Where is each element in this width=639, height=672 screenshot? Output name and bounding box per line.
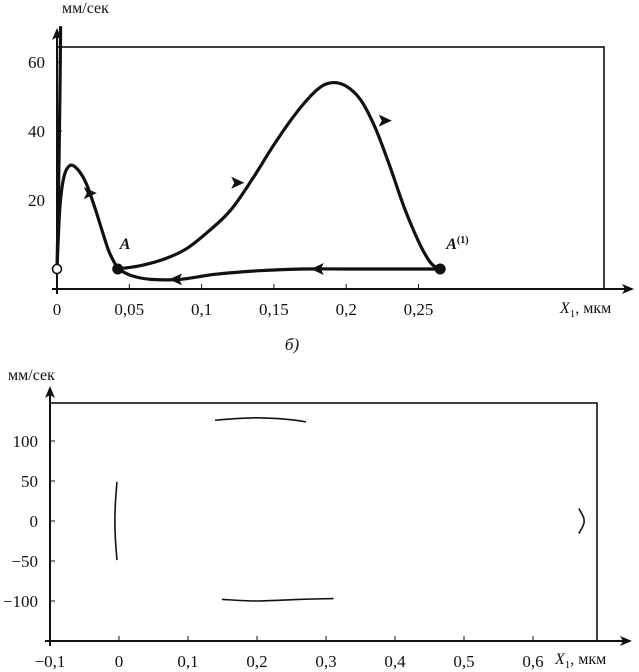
bottom-y-tick-label: −100 [3,592,38,611]
top-x-tick-label: 0,1 [191,300,212,319]
bottom-x-tick-label: 0,5 [453,652,474,671]
top-trajectory-4 [116,267,442,282]
top-y-axis-label: мм/сек [62,0,109,17]
bottom-chart: мм/сек −0,1 0 0,1 0,2 0,3 0,4 0,5 0,6100500−50−… [3,367,632,671]
top-x-tick-label: 0,25 [404,300,434,319]
bottom-y-tick-label: 50 [21,472,38,491]
top-trajectory-2 [55,163,120,271]
direction-arrow-icon [310,263,324,275]
bottom-x-tick-label: 0,4 [384,652,406,671]
top-x-tick-label: 0,05 [114,300,144,319]
top-x-tick-label: 0,15 [259,300,289,319]
bottom-x-tick-label: −0,1 [35,652,66,671]
bottom-trajectory-4 [578,508,585,534]
bottom-x-axis-label: X1, мкм [554,651,606,671]
top-points-layer: A A(1) [51,235,469,275]
bottom-x-tick-label: 0,6 [522,652,543,671]
bottom-x-tick-label: 0,2 [246,652,267,671]
top-y-tick-label: 40 [28,122,45,141]
top-x-tick-label: 0 [53,300,62,319]
direction-arrow-icon [83,187,97,200]
bottom-trajectory-1 [214,417,307,423]
bottom-plot-frame [49,402,598,642]
top-ticks: 0 0,05 0,1 0,15 0,2 0,25 20 40 60 [28,53,433,319]
bottom-x-tick-label: 0 [115,652,124,671]
origin-point [51,263,63,275]
bottom-x-tick-label: 0,1 [177,652,198,671]
direction-arrow-icon [231,176,245,189]
bottom-x-tick-label: 0,3 [315,652,336,671]
point-label: A [119,236,131,253]
equilibrium-point [434,263,446,275]
top-x-axis-label: X1, мкм [559,300,611,320]
top-arrows-layer [83,114,392,286]
top-y-tick-label: 60 [28,53,45,72]
bottom-y-axis-label: мм/сек [8,367,55,384]
bottom-series-layer [114,417,585,602]
bottom-y-tick-label: 0 [30,512,39,531]
direction-arrow-icon [378,114,392,127]
direction-arrow-icon [169,273,183,286]
equilibrium-point [112,263,124,275]
bottom-ticks: −0,1 0 0,1 0,2 0,3 0,4 0,5 0,6 100 50 0 −50 −100 [3,432,544,671]
bottom-y-tick-label: −50 [11,552,38,571]
bottom-trajectory-3 [114,481,118,561]
top-trajectory-3 [116,80,442,271]
top-chart: мм/сек 0 0,05 0,1 0,15 0,2 0,25 20 40 60 A A(1) X… [28,0,634,354]
bottom-trajectory-2 [221,597,334,602]
bottom-y-tick-label: 100 [13,432,39,451]
top-y-tick-label: 20 [28,191,45,210]
top-x-tick-label: 0,2 [336,300,357,319]
panel-caption: б) [285,335,300,354]
top-series-layer [55,25,442,282]
point-label: A(1) [445,235,468,253]
